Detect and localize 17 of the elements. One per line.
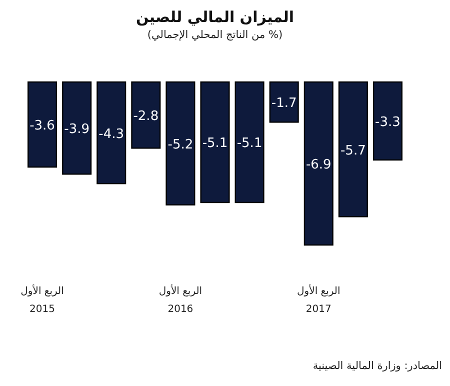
data-label: -5.7: [340, 143, 366, 158]
data-label: -4.3: [98, 126, 124, 142]
data-label: -5.1: [236, 136, 262, 152]
data-label: -3.3: [375, 114, 400, 130]
data-label: -2.8: [133, 109, 159, 124]
chart-title: الميزان المالي للصين: [136, 8, 294, 26]
data-label: -5.2: [168, 137, 194, 152]
x-tick-label: الربع الأول 2016: [158, 284, 204, 317]
text: المصادر: وزارة المالية الصينية: [312, 360, 442, 372]
data-label: -6.9: [306, 158, 332, 172]
chart-subtitle: (% من الناتج المحلي الإجمالي): [147, 29, 283, 41]
data-label: -5.1: [202, 136, 228, 152]
data-label: -1.7: [271, 96, 297, 112]
data-label: -3.6: [30, 118, 55, 134]
data-label: -3.9: [64, 122, 90, 138]
x-tick-label: الربع الأول 2015: [20, 284, 65, 317]
x-tick-label: الربع الأول 2017: [296, 284, 342, 317]
